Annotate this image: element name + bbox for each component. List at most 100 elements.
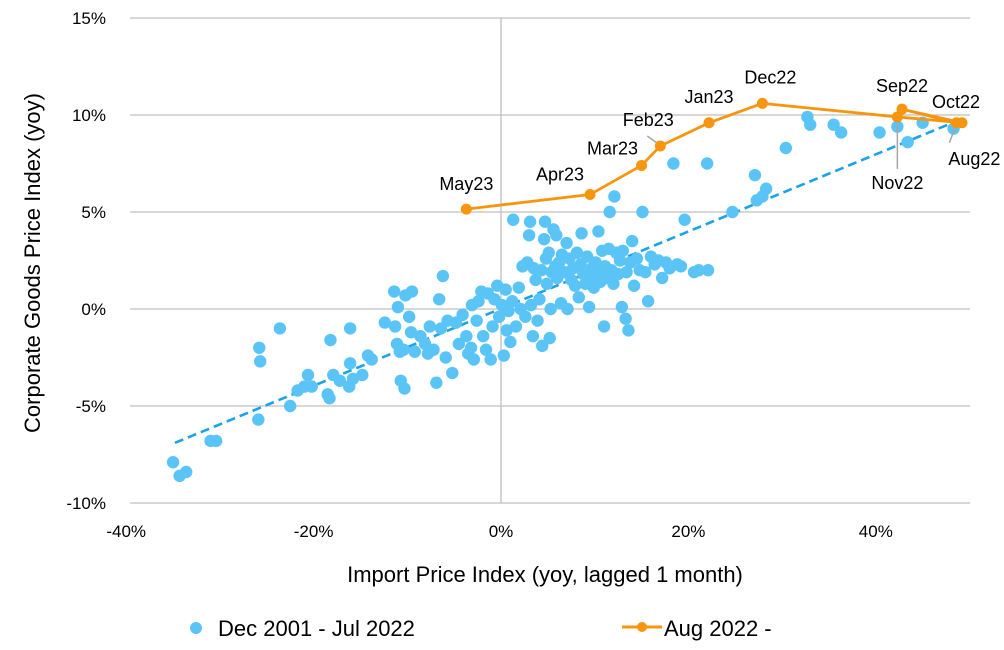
scatter-point <box>529 273 542 287</box>
annotation-aug22: Aug22 <box>948 149 1000 169</box>
scatter-point <box>378 316 392 329</box>
scatter-point <box>273 322 287 335</box>
scatter-point <box>622 324 635 337</box>
scatter-point <box>305 380 318 393</box>
scatter-point <box>492 310 506 323</box>
recent-point-may23 <box>460 203 472 215</box>
scatter-point <box>619 312 632 325</box>
scatter-point <box>388 320 402 333</box>
recent-point-mar23 <box>636 159 648 171</box>
scatter-point <box>512 281 526 294</box>
scatter-point <box>692 264 705 277</box>
recent-point-nov22 <box>891 111 903 123</box>
scatter-point <box>179 465 193 479</box>
scatter-point <box>613 254 627 267</box>
scatter-point <box>543 331 556 345</box>
x-tick-label: -40% <box>106 522 146 541</box>
scatter-point <box>625 234 639 248</box>
scatter-point <box>748 168 762 182</box>
scatter-point <box>873 126 886 139</box>
scatter-point <box>834 126 848 139</box>
scatter-point <box>504 335 517 349</box>
scatter-point <box>324 333 337 347</box>
legend-label-recent: Aug 2022 - <box>664 616 772 641</box>
scatter-point <box>500 324 513 337</box>
scatter-point <box>533 293 546 306</box>
scatter-point <box>641 295 655 308</box>
recent-point-feb23 <box>654 140 666 152</box>
scatter-point <box>464 341 478 354</box>
scatter-point <box>253 341 266 354</box>
scatter-point <box>630 252 644 265</box>
y-tick-label: 15% <box>72 9 106 28</box>
scatter-point <box>615 300 629 314</box>
scatter-point <box>655 271 669 285</box>
scatter-point <box>582 300 596 314</box>
scatter-point <box>639 265 652 279</box>
annotation-apr23: Apr23 <box>536 165 584 185</box>
scatter-point <box>402 310 416 323</box>
annotation-may23: May23 <box>439 174 493 194</box>
scatter-point <box>901 135 914 149</box>
scatter-point <box>550 229 563 242</box>
scatter-point <box>427 343 440 356</box>
scatter-point <box>620 265 633 279</box>
recent-series-line <box>466 101 964 211</box>
x-tick-label: -20% <box>294 522 334 541</box>
scatter-point <box>436 269 450 283</box>
scatter-point <box>343 322 357 335</box>
scatter-point <box>531 314 544 327</box>
scatter-point <box>452 337 466 351</box>
scatter-point <box>301 368 315 382</box>
leader-line-aug22 <box>948 126 957 144</box>
scatter-point <box>570 246 584 259</box>
scatter-point <box>387 285 401 298</box>
scatter-point <box>575 227 588 240</box>
scatter-point <box>209 434 223 448</box>
scatter-point <box>627 279 641 292</box>
scatter-point <box>616 244 630 257</box>
scatter-point <box>398 382 411 395</box>
scatter-point <box>608 190 621 203</box>
scatter-point <box>542 246 555 259</box>
x-tick-label: 0% <box>489 522 514 541</box>
y-tick-label: -10% <box>66 494 106 513</box>
legend: Dec 2001 - Jul 2022 Aug 2022 - <box>190 616 772 641</box>
scatter-point <box>535 264 548 277</box>
scatter-point <box>592 225 605 238</box>
scatter-point <box>486 320 499 333</box>
historical-points <box>166 110 960 483</box>
annotation-feb23: Feb23 <box>623 110 674 130</box>
scatter-point <box>356 368 369 382</box>
scatter-point <box>283 399 297 413</box>
recent-point-dec22 <box>756 97 768 109</box>
scatter-point <box>537 232 551 246</box>
scatter-point <box>674 260 688 273</box>
scatter-point <box>502 304 515 318</box>
scatter-point <box>759 182 773 195</box>
scatter-point <box>804 118 817 131</box>
legend-label-historical: Dec 2001 - Jul 2022 <box>218 616 415 641</box>
scatter-point <box>484 353 497 366</box>
scatter-point <box>430 376 443 389</box>
annotation-sep22: Sep22 <box>876 76 928 96</box>
scatter-point <box>589 256 602 269</box>
x-tick-labels: -40% -20% 0% 20% 40% <box>106 522 892 541</box>
scatter-point <box>568 279 582 292</box>
annotation-mar23: Mar23 <box>587 138 638 158</box>
scatter-point <box>253 355 267 368</box>
scatter-point <box>365 353 378 366</box>
y-tick-label: -5% <box>76 397 106 416</box>
scatter-point <box>423 320 436 333</box>
x-axis-title: Import Price Index (yoy, lagged 1 month) <box>347 562 743 587</box>
y-axis-title: Corporate Goods Price Index (yoy) <box>20 93 45 433</box>
scatter-point <box>779 141 793 155</box>
scatter-point <box>700 157 714 170</box>
scatter-point <box>432 293 446 306</box>
scatter-point <box>827 118 840 131</box>
legend-marker-recent-dot <box>637 622 647 632</box>
scatter-point <box>397 343 410 356</box>
scatter-point <box>470 314 483 327</box>
annotation-nov22: Nov22 <box>871 173 923 193</box>
